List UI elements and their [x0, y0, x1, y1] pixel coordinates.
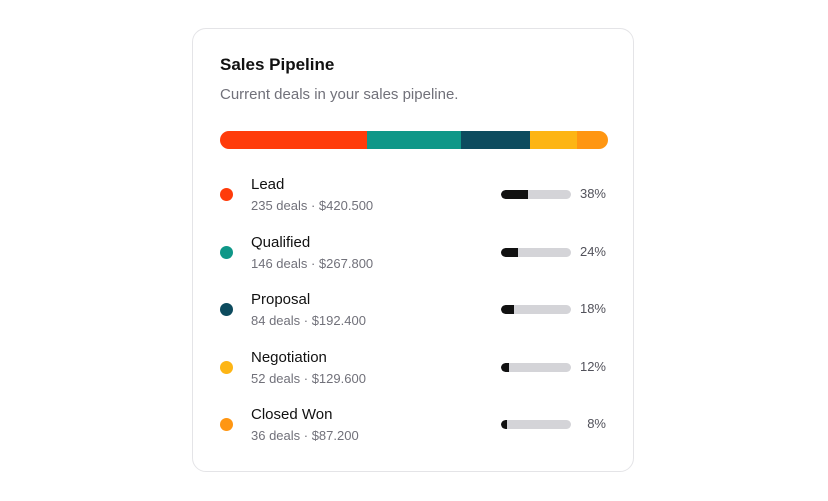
stage-meta: 84 deals · $192.400	[251, 313, 366, 329]
stage-percent: 8%	[587, 416, 606, 432]
pipeline-stacked-bar	[220, 131, 608, 149]
stage-meta: 146 deals · $267.800	[251, 255, 374, 271]
stage-percent: 38%	[579, 186, 606, 201]
pipeline-segment-negotiation	[530, 131, 577, 149]
stage-progress-bar	[501, 305, 571, 315]
proposal-color-dot	[220, 303, 233, 317]
qualified-color-dot	[220, 245, 233, 259]
stage-meta: 36 deals · $87.200	[251, 428, 359, 444]
stage-name: Lead	[251, 176, 285, 193]
stage-progress-fill	[501, 362, 510, 372]
stage-meta: 52 deals · $129.600	[251, 370, 366, 386]
stage-row-qualified: Qualified 146 deals · $267.800 24%	[193, 233, 633, 277]
sales-pipeline-card: Sales Pipeline Current deals in your sal…	[192, 28, 634, 472]
stage-progress-fill	[501, 247, 518, 257]
stage-progress-bar	[501, 362, 571, 372]
stage-progress-bar	[501, 190, 571, 199]
stage-row-lead: Lead 235 deals · $420.500 38%	[193, 175, 633, 219]
negotiation-color-dot	[220, 360, 233, 374]
stage-list: Lead 235 deals · $420.500 38% Qualified …	[193, 29, 633, 471]
pipeline-segment-proposal	[460, 131, 531, 149]
closed-won-color-dot	[220, 418, 233, 432]
lead-color-dot	[220, 188, 233, 201]
stage-row-closed-won: Closed Won 36 deals · $87.200 8%	[193, 405, 633, 449]
stage-name: Negotiation	[251, 348, 327, 366]
stage-percent: 12%	[579, 358, 606, 374]
stage-percent: 18%	[579, 301, 606, 317]
stage-progress-bar	[501, 420, 571, 430]
stage-row-proposal: Proposal 84 deals · $192.400 18%	[193, 290, 633, 334]
stage-row-negotiation: Negotiation 52 deals · $129.600 12%	[193, 348, 633, 392]
stage-name: Closed Won	[251, 406, 333, 424]
stage-progress-fill	[501, 305, 514, 315]
stage-name: Qualified	[251, 233, 311, 251]
stage-name: Proposal	[251, 291, 311, 309]
card-subtitle: Current deals in your sales pipeline.	[220, 86, 459, 103]
pipeline-segment-closed-won	[576, 131, 608, 149]
pipeline-segment-qualified	[367, 131, 461, 149]
card-title: Sales Pipeline	[220, 55, 335, 74]
stage-progress-fill	[501, 190, 528, 199]
stage-progress-bar	[501, 247, 571, 257]
stage-percent: 24%	[579, 243, 606, 259]
stage-progress-fill	[501, 420, 507, 430]
pipeline-segment-lead	[220, 131, 368, 149]
stage-meta: 235 deals · $420.500	[251, 198, 374, 213]
